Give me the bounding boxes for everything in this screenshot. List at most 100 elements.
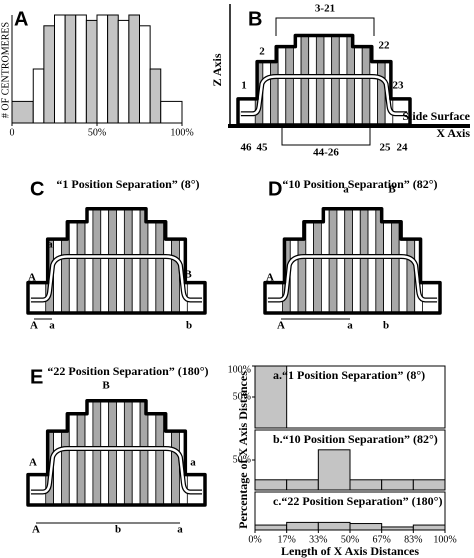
diagram-label: B bbox=[184, 269, 192, 281]
diagram-label: 1 bbox=[241, 80, 247, 92]
diagram-label: A bbox=[28, 272, 36, 284]
inner-line-core bbox=[31, 449, 202, 492]
x-tick-label: 100% bbox=[433, 534, 456, 545]
diagram-label: 46 bbox=[241, 142, 253, 154]
outline bbox=[28, 209, 205, 313]
bar bbox=[85, 19, 98, 124]
bar bbox=[254, 479, 288, 491]
diagram-label: 22 bbox=[379, 40, 391, 52]
subplot-title: b.“10 Position Separation” (82°) bbox=[273, 432, 438, 446]
outline bbox=[238, 35, 410, 125]
x-tick-label: 0 bbox=[10, 127, 15, 138]
panel-letter: E bbox=[30, 366, 43, 388]
panel-letter: D bbox=[268, 178, 282, 200]
diagram-label: A bbox=[30, 320, 38, 332]
diagram-label: A bbox=[266, 272, 274, 284]
chromosome-diagram bbox=[28, 392, 205, 505]
bar bbox=[64, 14, 77, 124]
panel-letter: B bbox=[248, 8, 262, 30]
diagram-label: a bbox=[190, 457, 196, 469]
diagram-label: 44-26 bbox=[313, 147, 339, 159]
bar bbox=[349, 479, 383, 491]
bar bbox=[117, 19, 130, 124]
bar bbox=[286, 521, 319, 531]
diagram-label: 23 bbox=[393, 80, 405, 92]
y-tick-label: 100% bbox=[228, 364, 251, 375]
panel-letter: A bbox=[14, 8, 28, 30]
diagram-label: 3-21 bbox=[315, 3, 335, 15]
diagram-label: b bbox=[115, 524, 121, 536]
diagram-label: A bbox=[29, 457, 37, 469]
bar bbox=[43, 25, 55, 124]
outline bbox=[265, 209, 440, 313]
panel-letter: C bbox=[30, 178, 44, 200]
diagram-label: a bbox=[177, 524, 183, 536]
diagram-label: b bbox=[383, 320, 389, 332]
bar bbox=[11, 100, 34, 124]
bar bbox=[412, 479, 446, 491]
diagram-label: b bbox=[186, 320, 192, 332]
y-tick-label: 50% bbox=[233, 391, 251, 402]
x-tick-label: 17% bbox=[278, 534, 296, 545]
bar bbox=[54, 14, 66, 124]
bar bbox=[254, 365, 288, 429]
z-axis-label: Z Axis bbox=[210, 53, 224, 86]
diagram-title: “1 Position Separation” (8°) bbox=[56, 177, 199, 191]
x-tick-label: 100% bbox=[170, 127, 193, 138]
bar bbox=[32, 68, 45, 124]
x-tick-label: 50% bbox=[341, 534, 359, 545]
diagram-label: 25 bbox=[380, 142, 392, 154]
bar bbox=[317, 521, 351, 531]
subplot-title: a.“1 Position Separation” (8°) bbox=[273, 368, 425, 382]
bar bbox=[286, 479, 319, 491]
diagram-label: 24 bbox=[397, 142, 409, 154]
bar bbox=[160, 100, 183, 124]
x-tick-label: 67% bbox=[373, 534, 391, 545]
bracket bbox=[281, 128, 371, 146]
x-axis-label: Length of X Axis Distances bbox=[281, 544, 419, 558]
subplot-title: c.“22 Position Separation” (180°) bbox=[273, 494, 442, 508]
inner-line-core bbox=[31, 257, 202, 300]
bar bbox=[412, 524, 446, 531]
x-tick-label: 33% bbox=[309, 534, 327, 545]
bar bbox=[349, 523, 383, 531]
bar bbox=[149, 68, 162, 124]
y-tick-label: 50% bbox=[233, 454, 251, 465]
chromosome-diagram bbox=[238, 28, 410, 125]
diagram-label: B bbox=[102, 380, 110, 392]
diagram-label: a bbox=[347, 320, 353, 332]
chromosome-diagram bbox=[28, 200, 205, 313]
surface-label: Slide Surface bbox=[402, 109, 470, 123]
bar bbox=[107, 14, 119, 124]
diagram-title: “22 Position Separation” (180°) bbox=[47, 364, 208, 378]
chromosome-diagram bbox=[265, 200, 440, 313]
y-axis-label: # OF CENTROMERES bbox=[0, 22, 11, 118]
diagram-label: A bbox=[32, 524, 40, 536]
bar bbox=[96, 14, 109, 124]
diagram-label: B bbox=[388, 184, 396, 196]
bar bbox=[139, 25, 151, 124]
x-tick-label: 83% bbox=[404, 534, 422, 545]
outline bbox=[28, 401, 205, 505]
inner-line-core bbox=[268, 257, 437, 300]
diagram-label: a bbox=[343, 184, 349, 196]
x-tick-label: 0% bbox=[248, 534, 261, 545]
diagram-label: 2 bbox=[259, 46, 265, 58]
diagram-title: “10 Position Separation” (82°) bbox=[282, 177, 437, 191]
stripes bbox=[283, 208, 423, 313]
diagram-label: 45 bbox=[257, 142, 269, 154]
diagram-label: a bbox=[47, 239, 53, 251]
x-tick-label: 50% bbox=[88, 127, 106, 138]
bar bbox=[75, 14, 87, 124]
bracket bbox=[275, 17, 375, 36]
bar bbox=[128, 14, 140, 124]
x-axis-label: X Axis bbox=[436, 126, 470, 140]
diagram-label: A bbox=[277, 320, 285, 332]
y-axis-label: Percentage of X Axis Distances bbox=[236, 371, 250, 529]
bar bbox=[381, 479, 414, 491]
bar bbox=[254, 524, 288, 531]
inner-line-core bbox=[241, 77, 407, 114]
diagram-label: a bbox=[49, 320, 55, 332]
bar bbox=[317, 449, 351, 491]
